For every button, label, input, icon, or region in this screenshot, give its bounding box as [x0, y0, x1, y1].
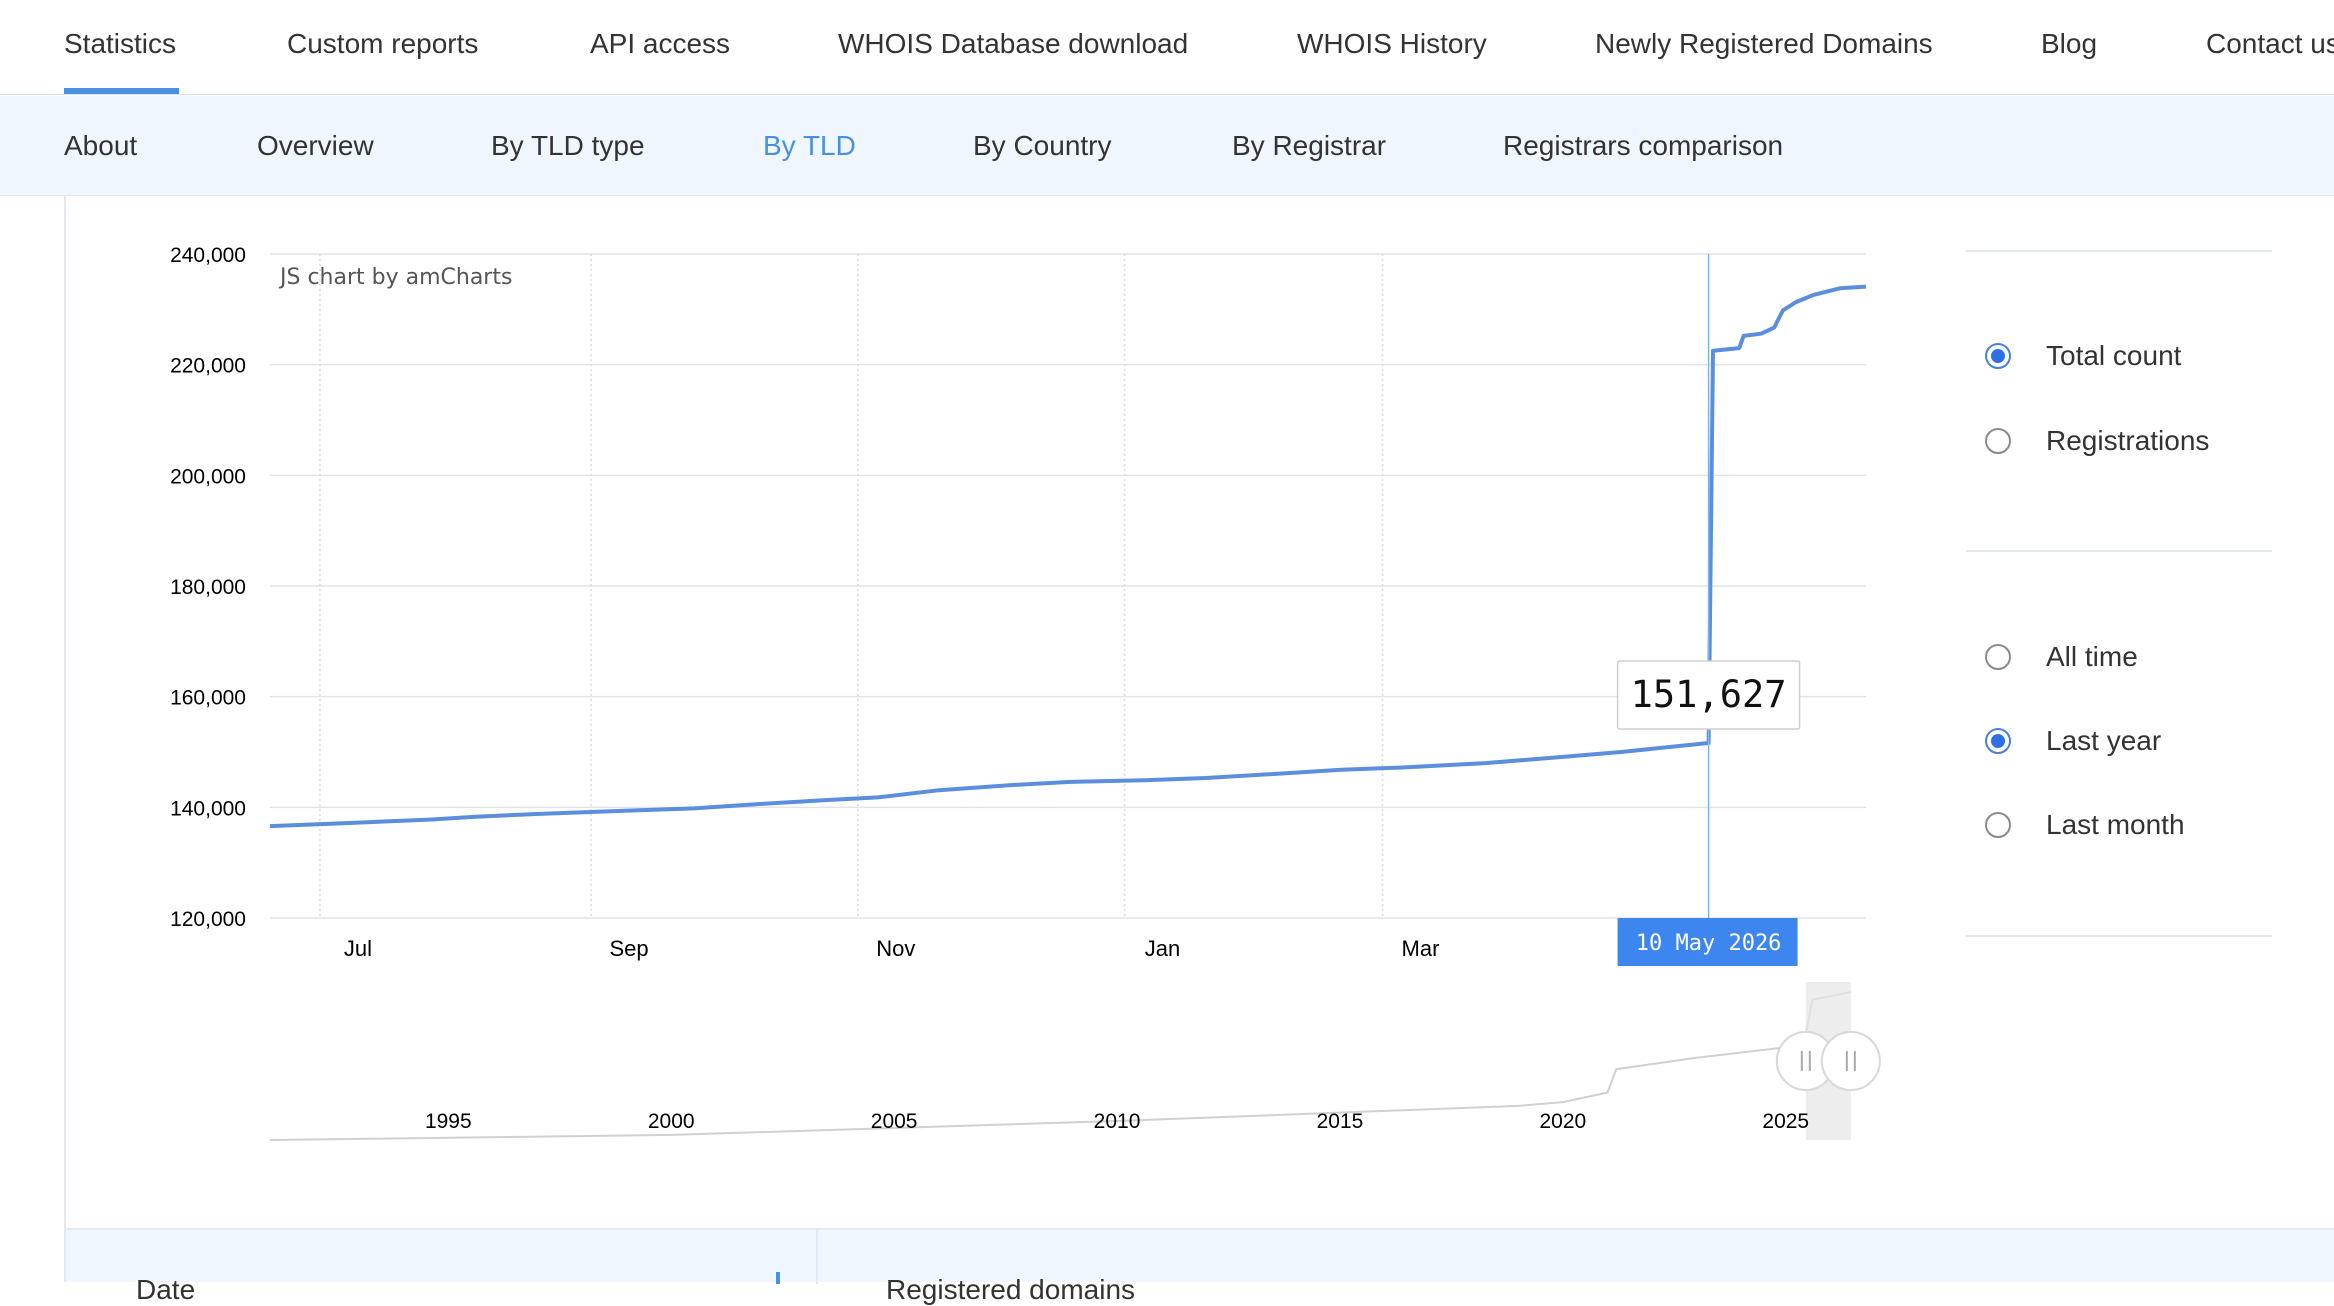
content-left-border [64, 196, 66, 1282]
navigator-year-label: 2015 [1317, 1110, 1364, 1133]
registrations-label: Registrations [2046, 425, 2210, 456]
top-nav-newly-registered-domains[interactable]: Newly Registered Domains [1595, 28, 1933, 59]
x-tick-label: Nov [876, 936, 915, 961]
y-tick-label: 140,000 [170, 797, 246, 820]
sub-nav-by-registrar[interactable]: By Registrar [1232, 130, 1387, 161]
chart-navigator[interactable]: 1995 2000 2005 2010 2015 2020 2025 [269, 982, 1881, 1141]
y-tick-label: 200,000 [170, 465, 246, 488]
domain-count-chart: 240,000 220,000 200,000 180,000 160,000 140,0… [170, 244, 1881, 1141]
panel-divider [1966, 250, 2272, 252]
top-nav-whois-history[interactable]: WHOIS History [1297, 28, 1487, 59]
x-tick-label: Sep [609, 936, 648, 961]
x-tick-label: Jan [1145, 936, 1180, 961]
navigator-year-label: 2020 [1539, 1110, 1586, 1133]
top-nav-blog[interactable]: Blog [2041, 28, 2098, 59]
option-last-year[interactable]: Last year [1985, 721, 2161, 761]
table-header: Date Registered domains [66, 1228, 2334, 1305]
active-tab-indicator [64, 88, 179, 94]
all-time-radio[interactable] [1985, 644, 2011, 670]
y-tick-label: 120,000 [170, 908, 246, 931]
registrations-radio[interactable] [1985, 428, 2011, 454]
sub-nav-by-country[interactable]: By Country [973, 130, 1112, 161]
column-header-date[interactable]: Date [136, 1274, 196, 1305]
navigator-right-handle[interactable] [1820, 1031, 1881, 1091]
top-nav-custom-reports[interactable]: Custom reports [287, 28, 479, 59]
chart-grid [270, 253, 1866, 919]
top-nav-statistics[interactable]: Statistics [64, 28, 177, 59]
panel-divider [1966, 935, 2272, 937]
chart-cursor: 151,627 10 May 2026 [1616, 254, 1801, 966]
top-nav: Statistics Custom reports API access WHO… [0, 0, 2334, 95]
sub-nav-by-tld-type[interactable]: By TLD type [491, 130, 645, 161]
y-axis: 240,000 220,000 200,000 180,000 160,000 140,0… [170, 244, 246, 931]
sub-nav-about[interactable]: About [64, 130, 138, 161]
last-year-label: Last year [2046, 725, 2162, 756]
navigator-year-label: 2010 [1094, 1110, 1141, 1133]
panel-divider [1966, 550, 2272, 552]
navigator-year-label: 2000 [648, 1110, 695, 1133]
sub-nav-overview[interactable]: Overview [257, 130, 374, 161]
y-tick-label: 220,000 [170, 355, 246, 378]
column-divider [816, 1230, 818, 1284]
top-nav-whois-database-download[interactable]: WHOIS Database download [838, 28, 1189, 59]
y-tick-label: 160,000 [170, 687, 246, 710]
option-last-month[interactable]: Last month [1985, 805, 2185, 845]
navigator-year-label: 2025 [1762, 1110, 1809, 1133]
handle-circle [1820, 1031, 1881, 1091]
sub-nav-by-tld[interactable]: By TLD [763, 130, 856, 161]
total-count-label: Total count [2046, 340, 2182, 371]
sub-nav-registrars-comparison[interactable]: Registrars comparison [1503, 130, 1784, 161]
navigator-year-label: 2005 [871, 1110, 918, 1133]
sub-nav: About Overview By TLD type By TLD By Cou… [0, 96, 2334, 196]
column-header-registered-domains[interactable]: Registered domains [886, 1274, 1136, 1305]
x-axis: Jul Sep Nov Jan Mar [344, 936, 1440, 961]
x-tick-label: Mar [1402, 936, 1440, 961]
series-line [269, 284, 1867, 829]
x-tick-label: Jul [344, 936, 372, 961]
column-resize-handle[interactable] [776, 1272, 780, 1284]
option-total-count[interactable]: Total count [1985, 336, 2181, 376]
all-time-label: All time [2046, 641, 2138, 672]
top-nav-contact-us[interactable]: Contact us [2206, 28, 2334, 59]
last-month-label: Last month [2046, 809, 2185, 840]
y-tick-label: 240,000 [170, 244, 246, 267]
cursor-date-label: 10 May 2026 [1636, 931, 1782, 956]
navigator-year-label: 1995 [425, 1110, 472, 1133]
navigator-series [269, 991, 1851, 1141]
top-nav-api-access[interactable]: API access [590, 28, 731, 59]
tooltip-box [1616, 660, 1801, 730]
series-layer [269, 284, 1867, 829]
option-registrations[interactable]: Registrations [1985, 421, 2209, 461]
chart-credit: JS chart by amCharts [278, 265, 512, 290]
last-month-radio[interactable] [1985, 812, 2011, 838]
last-year-radio[interactable] [1985, 728, 2011, 754]
option-all-time[interactable]: All time [1985, 637, 2138, 677]
tooltip-value: 151,627 [1631, 673, 1787, 716]
total-count-radio[interactable] [1985, 343, 2011, 369]
y-tick-label: 180,000 [170, 576, 246, 599]
cursor-date-box [1617, 918, 1798, 966]
